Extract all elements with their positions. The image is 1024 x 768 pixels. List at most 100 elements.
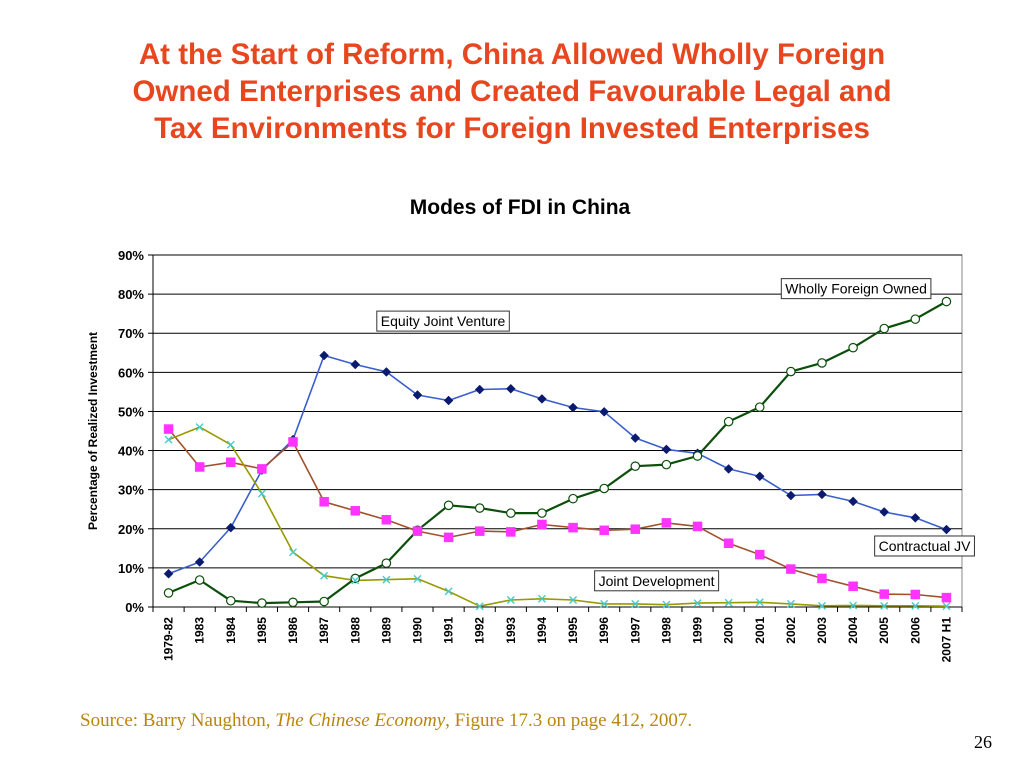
wholly-foreign-owned-label-box [780, 278, 932, 300]
contractual-jv-point [412, 526, 423, 536]
x-tick-label: 1998 [659, 617, 673, 644]
contractual-jv-point [723, 538, 734, 548]
source-suffix: , Figure 17.3 on page 412, 2007. [445, 710, 693, 731]
joint-development-line [168, 426, 947, 608]
wholly-foreign-owned-point [786, 366, 796, 377]
contractual-jv-point [350, 506, 360, 516]
x-tick-label: 2002 [784, 617, 798, 644]
joint-development-point [257, 489, 266, 498]
joint-development-point [195, 423, 204, 432]
x-tick-label: 1983 [193, 617, 207, 644]
wholly-foreign-owned-point [754, 402, 765, 412]
x-tick-label: 2004 [846, 617, 860, 644]
x-tick-label: 2000 [722, 617, 736, 644]
contractual-jv-point [194, 462, 205, 472]
joint-development-point [849, 601, 858, 610]
equity-joint-venture-point [817, 489, 827, 500]
x-tick-label: 1999 [691, 617, 705, 644]
contractual-jv-point [817, 573, 827, 584]
series-markers [163, 296, 952, 611]
contractual-jv-line [167, 428, 947, 599]
wholly-foreign-owned-point [163, 588, 174, 598]
x-tick-label: 1988 [348, 617, 362, 644]
joint-development-label: Joint Development [594, 570, 720, 592]
contractual-jv-point [692, 521, 703, 532]
contractual-jv-point [599, 525, 609, 536]
equity-joint-venture-point [194, 557, 205, 567]
contractual-jv-point [288, 437, 298, 447]
joint-development-point [631, 599, 640, 608]
contractual-jv-point [537, 519, 547, 530]
y-tick-label: 50% [118, 404, 144, 419]
joint-development-point [506, 595, 515, 604]
wholly-foreign-owned-point [941, 296, 952, 307]
equity-joint-venture-point [910, 512, 921, 523]
contractual-jv-point [568, 522, 578, 533]
joint-development-point [475, 602, 484, 611]
wholly-foreign-owned-point [474, 503, 485, 513]
joint-development-point [911, 601, 920, 610]
x-tick-label: 1993 [504, 617, 518, 644]
equity-joint-venture-point [163, 568, 174, 579]
x-tick-label: 2007 H1 [939, 617, 953, 663]
wholly-foreign-owned-point [381, 558, 392, 568]
x-tick-label: 2003 [815, 617, 829, 644]
y-tick-label: 30% [118, 483, 144, 498]
y-tick-label: 70% [118, 326, 144, 341]
wholly-foreign-owned-point [443, 500, 454, 511]
wholly-foreign-owned-point [848, 342, 858, 353]
axes: 0% 10% 20% 30% 40% 50% 60% 70% 80% 90% 1979-82 1983… [86, 248, 963, 663]
x-tick-label: 1986 [286, 617, 300, 644]
equity-joint-venture-point [941, 524, 952, 535]
plot-border [152, 254, 963, 608]
wholly-foreign-owned-point [225, 595, 236, 606]
x-tick-label: 1994 [535, 617, 549, 644]
equity-joint-venture-label-text: Equity Joint Venture [381, 313, 506, 329]
wholly-foreign-owned-point [879, 323, 890, 334]
wholly-foreign-owned-point [537, 508, 547, 518]
joint-development-point [382, 575, 391, 584]
equity-joint-venture-point [537, 394, 547, 404]
joint-development-label-text: Joint Development [599, 573, 715, 589]
wholly-foreign-owned-point [599, 483, 609, 494]
gridlines [153, 254, 962, 569]
contractual-jv-point [661, 518, 672, 528]
joint-development-point [600, 599, 609, 608]
x-tick-label: 1991 [442, 617, 456, 644]
x-tick-label: 2005 [877, 617, 891, 644]
slide-title-line-3: Tax Environments for Foreign Invested En… [154, 112, 870, 145]
equity-joint-venture-point [786, 490, 796, 501]
joint-development-point [351, 576, 360, 585]
contractual-jv-point [319, 497, 329, 507]
contractual-jv-point [786, 564, 796, 574]
slide-title-line-2: Owned Enterprises and Created Favourable… [132, 75, 892, 108]
equity-joint-venture-line [168, 354, 947, 575]
joint-development-point [164, 435, 173, 444]
equity-joint-venture-point [848, 496, 858, 507]
x-tick-label: 1992 [473, 617, 487, 644]
equity-joint-venture-point [443, 395, 454, 406]
wholly-foreign-owned-point [661, 459, 672, 470]
joint-development-point [724, 598, 733, 607]
equity-joint-venture-point [723, 464, 734, 474]
source-prefix: Source: Barry Naughton, [80, 710, 276, 731]
source-citation: Source: Barry Naughton, The Chinese Econ… [80, 710, 692, 732]
wholly-foreign-owned-point [817, 358, 827, 368]
joint-development-label-box [594, 570, 720, 592]
x-tick-label: 2006 [908, 617, 922, 644]
slide-title-line-1: At the Start of Reform, China Allowed Wh… [138, 38, 886, 71]
equity-joint-venture-point [412, 390, 423, 400]
equity-joint-venture-point [879, 507, 890, 517]
x-tick-label: 1990 [410, 617, 424, 644]
equity-joint-venture-point [661, 444, 672, 455]
wholly-foreign-owned-point [506, 508, 516, 518]
contractual-jv-point [443, 532, 454, 543]
x-tick-label: 2001 [753, 617, 767, 644]
x-tick-label: 1995 [566, 617, 580, 644]
wholly-foreign-owned-point [723, 416, 734, 427]
x-tick-label: 1989 [379, 617, 393, 644]
x-tick-label: 1979-82 [162, 617, 176, 661]
y-tick-label: 40% [118, 444, 144, 459]
plot-area [152, 254, 963, 608]
equity-joint-venture-point [568, 402, 578, 413]
